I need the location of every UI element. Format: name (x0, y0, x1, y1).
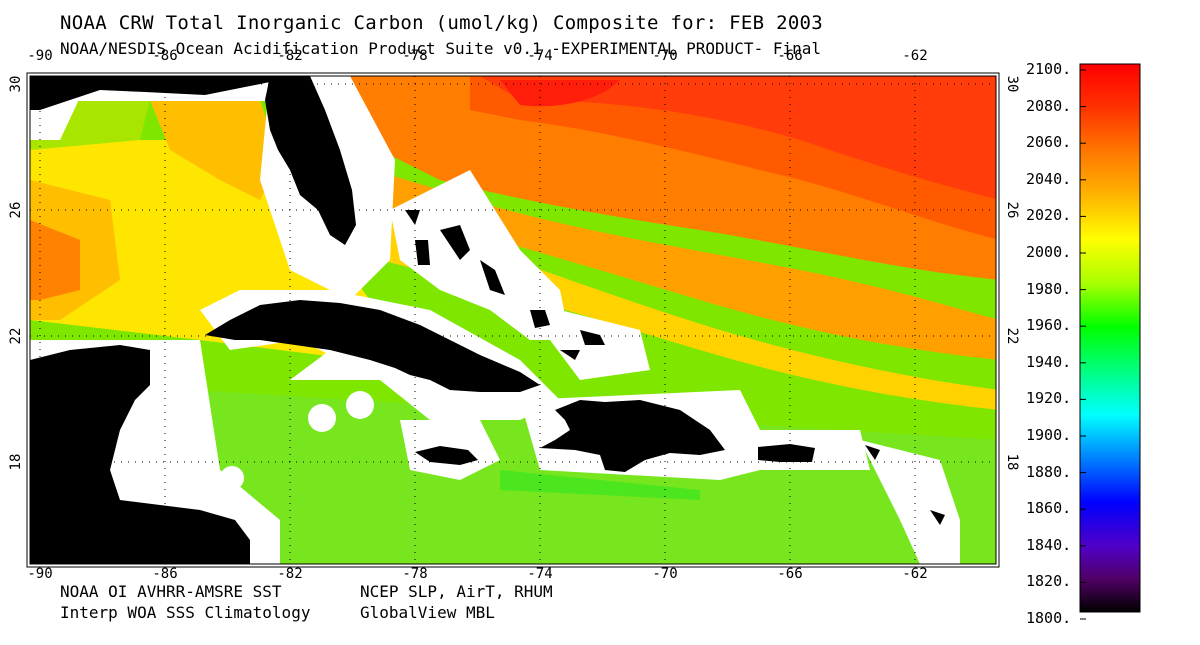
lon-tick-label: -74 (527, 48, 552, 64)
lat-tick-label: 26 (1004, 202, 1020, 219)
lon-tick-label: -74 (527, 566, 552, 582)
lon-tick-label: -90 (27, 566, 52, 582)
lon-tick-label: -70 (652, 48, 677, 64)
colorbar-label: 2040. (1026, 169, 1072, 188)
lon-tick-label: -82 (277, 566, 302, 582)
colorbar-label: 1820. (1026, 572, 1072, 591)
colorbar-label: 1980. (1026, 279, 1072, 298)
colorbar-ticks (1080, 69, 1086, 620)
lon-tick-label: -78 (402, 566, 427, 582)
map-title: NOAA CRW Total Inorganic Carbon (umol/kg… (60, 12, 824, 34)
lat-tick-label: 26 (8, 202, 24, 219)
colorbar-label: 1860. (1026, 499, 1072, 518)
colorbar-label: 2000. (1026, 243, 1072, 261)
colorbar-label: 2060. (1026, 133, 1072, 152)
lat-tick-label: 22 (8, 328, 24, 345)
sst-source-label: NOAA OI AVHRR-AMSRE SST (60, 582, 282, 601)
colorbar-label: 2100. (1026, 60, 1072, 78)
lat-tick-label: 18 (1004, 454, 1020, 471)
lat-tick-label: 22 (1004, 328, 1020, 345)
axis-ticks: -90 -90 -86 -86 -82 -82 -78 -78 -74 -74 -70 -70 -66 -… (8, 48, 1020, 582)
sss-source-label: Interp WOA SSS Climatology (60, 603, 311, 622)
lon-tick-label: -86 (152, 48, 177, 64)
map-frame (29, 75, 997, 565)
colorbar-label: 1800. (1026, 609, 1072, 627)
colorbar-label: 1940. (1026, 352, 1072, 371)
lon-tick-label: -62 (902, 566, 927, 582)
lon-tick-label: -82 (277, 48, 302, 64)
colorbar-label: 1920. (1026, 389, 1072, 408)
colorbar-label: 2020. (1026, 206, 1072, 225)
map-subtitle: NOAA/NESDIS Ocean Acidification Product … (60, 39, 821, 58)
colorbar-label: 1840. (1026, 535, 1072, 554)
co2-source-label: GlobalView MBL (360, 603, 495, 622)
lat-tick-label: 30 (1004, 76, 1020, 93)
colorbar-label: 1880. (1026, 462, 1072, 481)
land (30, 76, 945, 564)
lon-tick-label: -90 (27, 48, 52, 64)
lon-tick-label: -62 (902, 48, 927, 64)
colorbar (1079, 63, 1141, 613)
colorbar-label: 1900. (1026, 426, 1072, 444)
graticule (30, 76, 996, 564)
lat-tick-label: 18 (8, 454, 24, 471)
lon-tick-label: -66 (777, 48, 802, 64)
lon-tick-label: -66 (777, 566, 802, 582)
lon-tick-label: -70 (652, 566, 677, 582)
lat-tick-label: 30 (8, 76, 24, 93)
colorbar-label: 2080. (1026, 96, 1072, 115)
lon-tick-label: -78 (402, 48, 427, 64)
colorbar-label: 1960. (1026, 316, 1072, 335)
lon-tick-label: -86 (152, 566, 177, 582)
met-source-label: NCEP SLP, AirT, RHUM (360, 582, 553, 601)
